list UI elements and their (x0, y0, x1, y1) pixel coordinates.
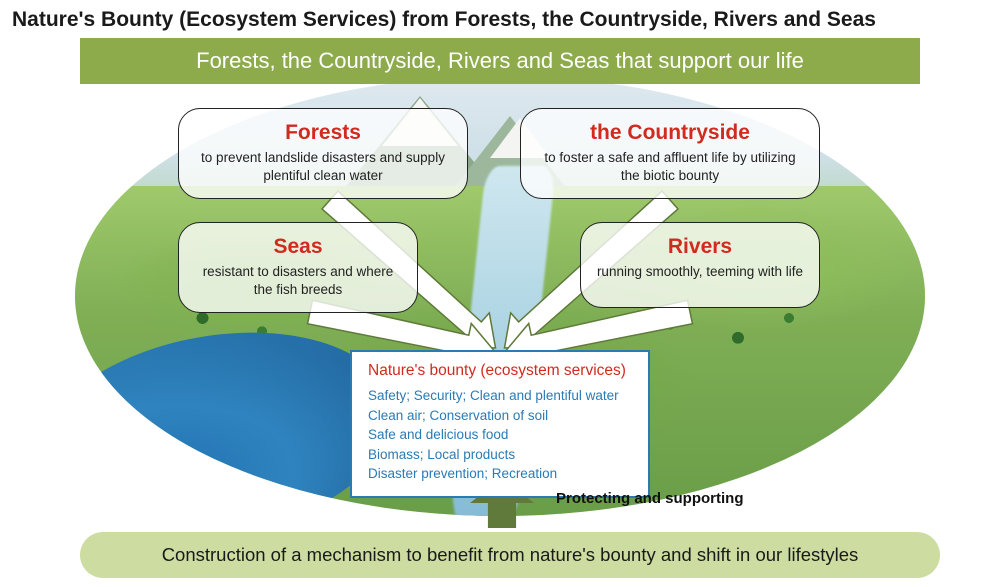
page-title: Nature's Bounty (Ecosystem Services) fro… (0, 0, 1000, 38)
bounty-line: Safe and delicious food (368, 425, 632, 445)
support-label: Protecting and supporting (556, 490, 744, 507)
bottom-pill: Construction of a mechanism to benefit f… (80, 532, 940, 578)
bounty-box: Nature's bounty (ecosystem services) Saf… (350, 350, 650, 498)
category-countryside: the Countryside to foster a safe and affl… (520, 108, 820, 199)
category-desc-forests: to prevent landslide disasters and suppl… (193, 149, 453, 184)
category-title-countryside: the Countryside (535, 121, 805, 145)
category-forests: Forests to prevent landslide disasters an… (178, 108, 468, 199)
category-desc-rivers: running smoothly, teeming with life (595, 263, 805, 281)
bounty-line: Biomass; Local products (368, 445, 632, 465)
banner: Forests, the Countryside, Rivers and Sea… (80, 38, 920, 84)
category-rivers: Rivers running smoothly, teeming with lif… (580, 222, 820, 308)
category-seas: Seas resistant to disasters and where the… (178, 222, 418, 313)
bounty-title: Nature's bounty (ecosystem services) (368, 362, 632, 380)
category-title-forests: Forests (193, 121, 453, 145)
category-desc-seas: resistant to disasters and where the fis… (193, 263, 403, 298)
bounty-lines: Safety; Security; Clean and plentiful wa… (368, 386, 632, 484)
bounty-line: Clean air; Conservation of soil (368, 406, 632, 426)
category-desc-countryside: to foster a safe and affluent life by ut… (535, 149, 805, 184)
category-title-seas: Seas (193, 235, 403, 259)
category-title-rivers: Rivers (595, 235, 805, 259)
bounty-line: Disaster prevention; Recreation (368, 464, 632, 484)
bounty-line: Safety; Security; Clean and plentiful wa… (368, 386, 632, 406)
